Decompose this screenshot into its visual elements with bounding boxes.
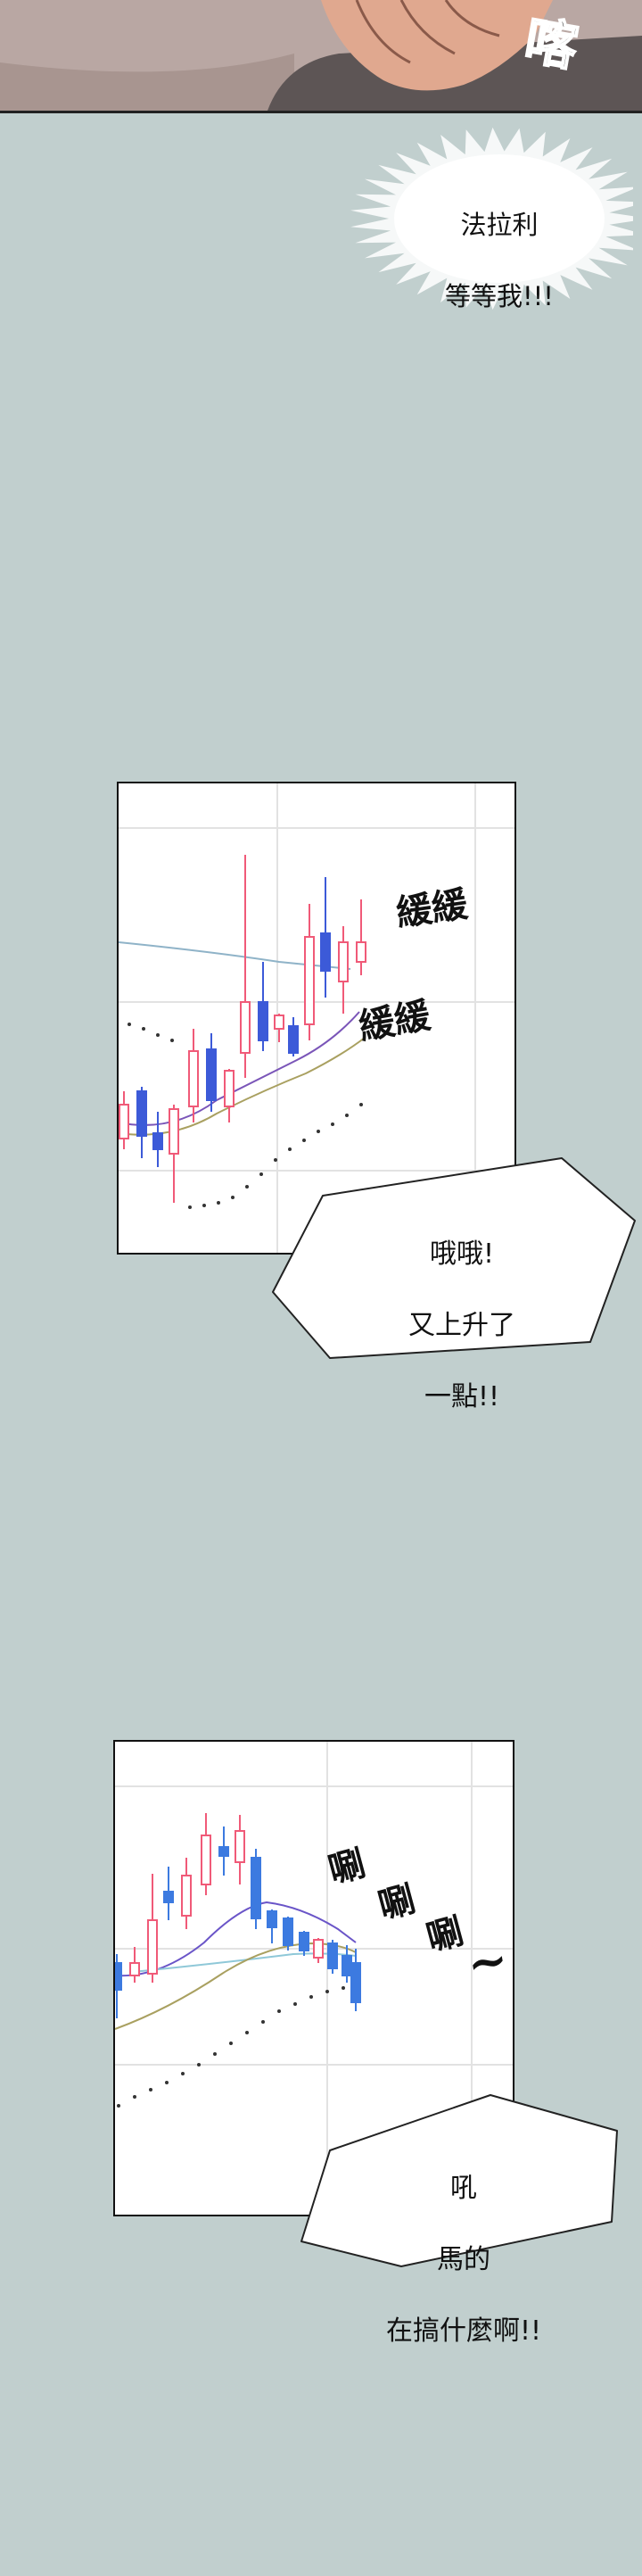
rising-candle-11 — [304, 936, 315, 1025]
speech-bubble-rising — [272, 1157, 636, 1359]
speech-line-2: 又上升了 — [408, 1310, 515, 1341]
falling-candle-15 — [350, 1962, 361, 2003]
sfx-slowly-1: 緩緩 — [393, 882, 471, 935]
falling-candle-7 — [235, 1830, 245, 1863]
falling-candle-12 — [313, 1939, 324, 1959]
hand-illustration — [0, 0, 642, 111]
rising-candle-5 — [206, 1048, 217, 1101]
rising-candle-6 — [224, 1070, 235, 1107]
falling-candle-8 — [251, 1857, 261, 1919]
shout-text: 法拉利 等等我!!! — [410, 171, 588, 350]
speech-line-3: 在搞什麼啊!! — [385, 2315, 542, 2347]
candlestick-chart-falling — [115, 1742, 513, 2215]
falling-candle-14 — [342, 1955, 352, 1976]
rising-candle-13 — [338, 941, 349, 982]
rising-candle-14 — [356, 941, 366, 963]
rising-candle-10 — [288, 1025, 299, 1054]
rising-candle-1 — [136, 1090, 147, 1137]
rising-candle-7 — [240, 1001, 251, 1054]
rising-candle-9 — [274, 1015, 284, 1030]
speech-text-falling: 吼 馬的 在搞什麼啊!! — [352, 2135, 575, 2385]
falling-candle-10 — [283, 1918, 293, 1946]
shout-line-1: 法拉利 — [460, 210, 539, 240]
rising-candle-0 — [119, 1104, 129, 1139]
speech-line-1: 吼 — [450, 2173, 477, 2204]
rising-candle-12 — [320, 932, 331, 972]
falling-candle-0 — [115, 1962, 122, 1991]
speech-bubble-falling — [300, 2094, 618, 2267]
falling-candle-9 — [267, 1910, 277, 1928]
rising-candle-4 — [188, 1050, 199, 1107]
falling-candle-11 — [299, 1932, 309, 1951]
falling-candle-4 — [181, 1875, 192, 1917]
speech-line-1: 哦哦! — [429, 1238, 495, 1270]
falling-candle-3 — [163, 1891, 174, 1903]
falling-candle-6 — [218, 1846, 229, 1857]
rising-candle-3 — [169, 1108, 179, 1155]
speech-line-2: 馬的 — [437, 2244, 490, 2275]
falling-candle-1 — [129, 1962, 140, 1976]
falling-candle-5 — [201, 1835, 211, 1885]
rising-candle-2 — [152, 1132, 163, 1150]
speech-text-rising: 哦哦! 又上升了 一點!! — [373, 1201, 551, 1451]
falling-candle-13 — [327, 1942, 338, 1969]
top-panel: 喀 — [0, 0, 642, 113]
falling-candle-2 — [147, 1919, 158, 1975]
rising-candle-8 — [258, 1001, 268, 1041]
spiky-bubble — [350, 127, 633, 311]
speech-line-3: 一點!! — [424, 1381, 500, 1412]
shout-line-2: 等等我!!! — [445, 281, 554, 311]
